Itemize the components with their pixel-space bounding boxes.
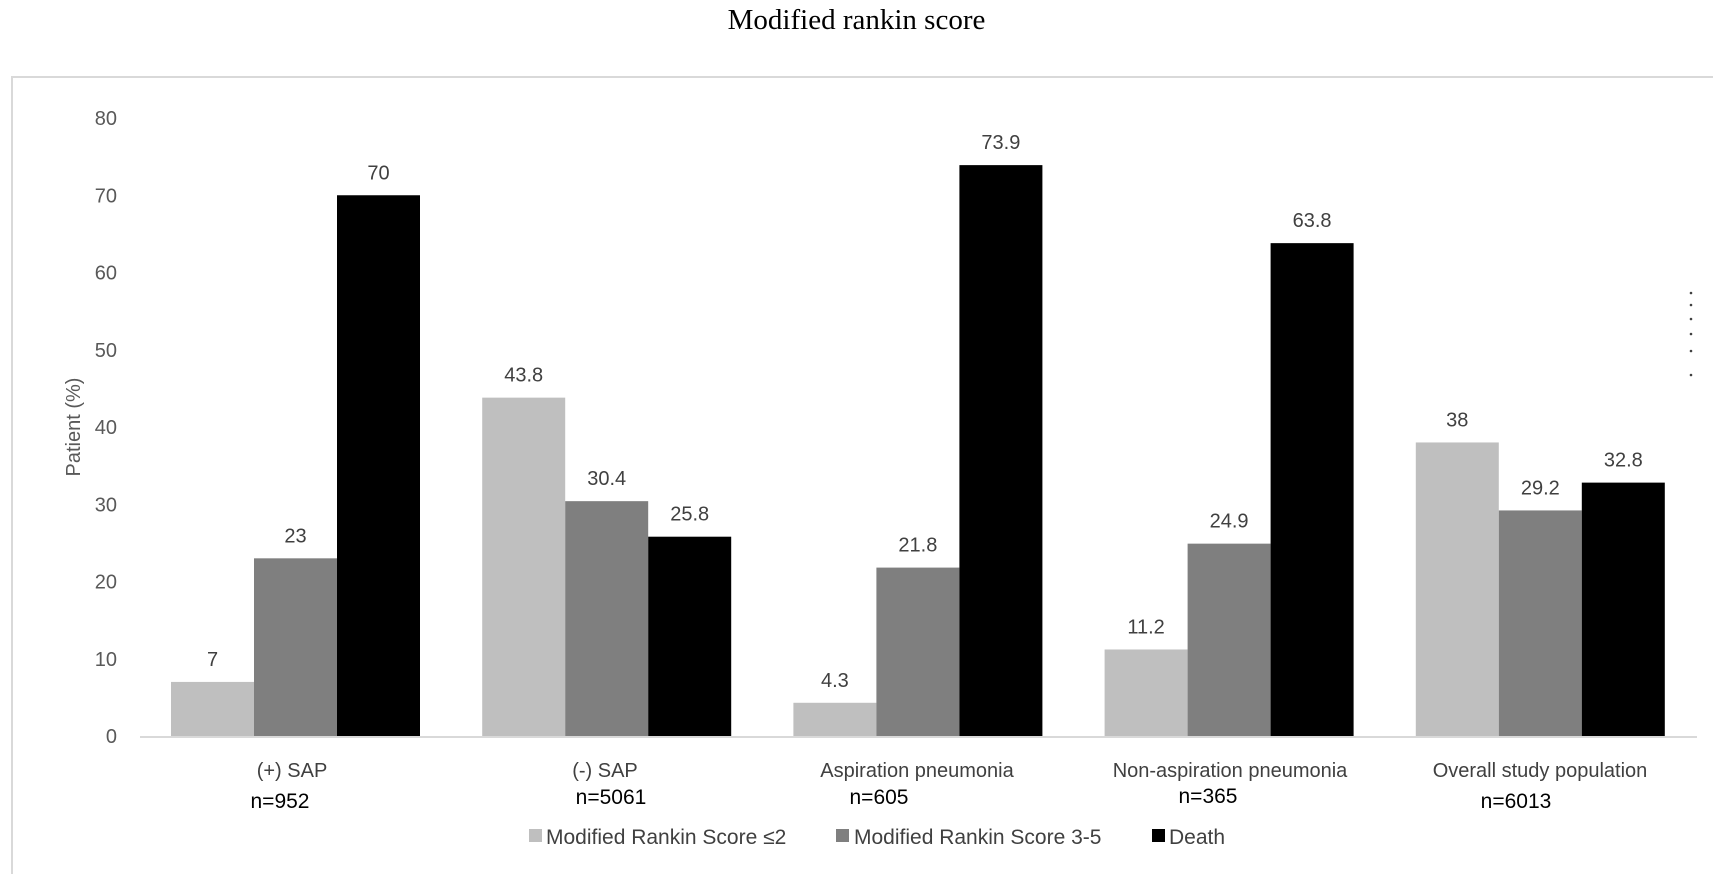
legend-label: Modified Rankin Score 3-5 [854,826,1101,849]
data-label: 38 [1446,409,1468,431]
category-n-label: n=6013 [1481,790,1552,813]
x-tick-label: Overall study population [1433,760,1648,782]
bar [959,165,1043,736]
bar [171,681,254,736]
y-tick-label: 60 [95,263,117,285]
bar [1104,649,1188,736]
data-label: 24.9 [1210,511,1249,533]
y-tick-label: 30 [95,494,117,516]
bar [337,195,420,736]
x-tick-label: Aspiration pneumonia [820,760,1014,782]
data-label: 23 [284,525,306,547]
data-label: 21.8 [898,535,937,557]
edge-dot [1689,291,1693,295]
bar [648,536,732,736]
y-tick-label: 20 [95,572,117,594]
edge-dot [1689,332,1693,336]
data-label: 25.8 [670,504,709,526]
bar [254,558,337,736]
data-label: 7 [207,649,218,671]
y-tick-label: 80 [95,108,117,130]
y-tick-label: 40 [95,417,117,439]
bar [876,567,960,736]
y-tick-label: 70 [95,185,117,207]
category-n-label: n=605 [850,786,909,809]
chart-title: Modified rankin score [727,4,986,36]
bars [171,165,1665,736]
y-tick-label: 50 [95,340,117,362]
edge-dot [1689,317,1693,321]
bar [482,397,566,736]
x-tick-label: (-) SAP [572,760,638,782]
legend-label: Modified Rankin Score ≤2 [546,826,786,849]
edge-dot [1689,349,1693,353]
chart-frame [11,76,1713,874]
bar [1270,243,1354,736]
category-n-label: n=5061 [576,786,647,809]
bar [1498,510,1582,736]
value-labels: 7 23 70 43.8 30.4 25.8 4.3 21.8 73.9 11.2 24.9 63.8… [207,132,1643,692]
legend-label: Death [1169,826,1225,849]
legend: Modified Rankin Score ≤2 Modified Rankin … [529,826,1225,849]
y-tick-label: 0 [106,726,117,748]
data-label: 11.2 [1127,616,1164,638]
data-label: 30.4 [587,468,626,490]
data-label: 70 [367,162,389,184]
x-tick-label: (+) SAP [257,760,328,782]
y-axis-title: Patient (%) [63,378,85,477]
category-labels: (+) SAP n=952 (-) SAP n=5061 Aspiration pneu… [251,760,1648,813]
y-tick-label: 10 [95,649,117,671]
data-label: 4.3 [821,670,849,692]
category-n-label: n=952 [251,790,310,813]
y-axis-ticks: 0 10 20 30 40 50 60 70 80 [95,108,117,748]
bar [1415,442,1499,736]
data-label: 63.8 [1293,210,1332,232]
x-tick-label: Non-aspiration pneumonia [1113,760,1348,782]
data-label: 73.9 [981,132,1020,154]
edge-dot [1689,373,1693,377]
bar [1581,482,1665,736]
legend-swatch [1152,829,1165,842]
legend-swatch [836,829,849,842]
data-label: 29.2 [1521,477,1560,499]
bar [1187,543,1271,736]
category-n-label: n=365 [1179,785,1238,808]
data-label: 32.8 [1604,450,1643,472]
data-label: 43.8 [504,365,543,387]
edge-dot [1689,303,1693,307]
bar [793,702,877,736]
edge-marks [1689,291,1693,377]
bar [565,501,649,736]
legend-swatch [529,829,542,842]
